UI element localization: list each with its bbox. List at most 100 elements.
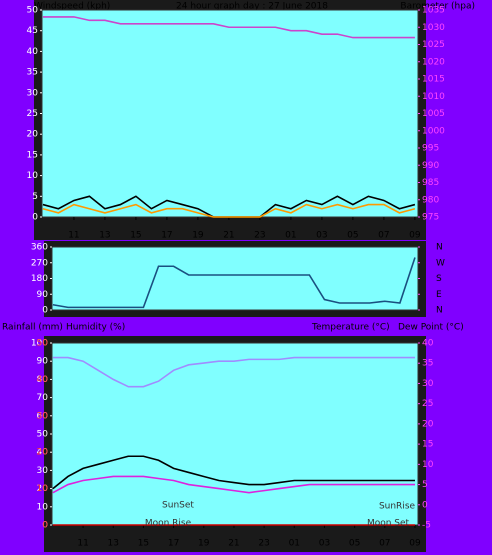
y2-tick-label: 1015 <box>422 75 445 85</box>
y-tick-label: 20 <box>37 484 49 494</box>
series-line <box>52 356 415 388</box>
y2-tick-label: 995 <box>422 144 439 154</box>
y-tick-label: 15 <box>27 150 38 160</box>
y-tick-label: 30 <box>37 466 49 476</box>
x-tick-label: 03 <box>316 231 327 241</box>
y-label: Windspeed (kph) <box>34 2 110 12</box>
x-tick-label: 19 <box>192 231 204 241</box>
series-line <box>52 475 415 494</box>
y2-tick-label: 0 <box>422 500 428 510</box>
y3-tick-label: 50 <box>37 339 49 349</box>
y2-tick-label: 10 <box>422 460 434 470</box>
y2-tick-label: 5 <box>422 480 428 490</box>
x-tick-label: 07 <box>379 539 390 549</box>
series-line <box>52 455 415 490</box>
y3-tick-label: 10 <box>37 484 49 494</box>
x-tick-label: 17 <box>161 231 172 241</box>
y2-tick-label: 15 <box>422 440 433 450</box>
x-tick-label: 05 <box>347 231 358 241</box>
y2-label: Temperature (°C) <box>311 323 390 333</box>
y-tick-label: 35 <box>27 68 38 78</box>
y2-label: Barometer (hpa) <box>400 2 475 12</box>
y2-tick-label: 30 <box>422 379 434 389</box>
y-tick-label: 60 <box>37 411 49 421</box>
series-line <box>42 203 416 218</box>
x-tick-label: 21 <box>228 539 239 549</box>
annotation: Moon Set <box>367 519 410 529</box>
y-tick-label: 20 <box>27 130 39 140</box>
y2-tick-label: 985 <box>422 178 439 188</box>
y2-tick-label: 1020 <box>422 57 445 67</box>
annotation: Moon Rise <box>145 519 192 529</box>
y2-tick-label: 20 <box>422 419 434 429</box>
y3-label: Rainfall (mm) <box>2 323 63 333</box>
y-tick-label: 40 <box>37 448 49 458</box>
x-tick-label: 11 <box>68 231 79 241</box>
y-tick-label: 25 <box>27 109 38 119</box>
x-tick-label: 23 <box>258 539 269 549</box>
y-tick-label: 30 <box>27 88 39 98</box>
x-tick-label: 01 <box>285 231 296 241</box>
y2-tick-label: 25 <box>422 399 433 409</box>
y3-tick-label: 30 <box>37 411 49 421</box>
y-tick-label: 90 <box>37 357 49 367</box>
y2-tick-label: W <box>436 258 445 268</box>
y2-tick-label: 1000 <box>422 126 445 136</box>
y2-tick-label: S <box>436 274 442 284</box>
x-tick-label: 01 <box>289 539 300 549</box>
y2-tick-label: 40 <box>422 339 434 349</box>
x-tick-label: 19 <box>198 539 210 549</box>
y-tick-label: 360 <box>31 243 48 253</box>
y-tick-label: 45 <box>27 26 38 36</box>
x-tick-label: 15 <box>130 231 141 241</box>
y2-tick-label: N <box>436 243 443 253</box>
annotation: SunRise <box>379 502 416 512</box>
x-tick-label: 09 <box>409 539 421 549</box>
series-line <box>42 16 415 39</box>
y2-tick-label: N <box>436 306 443 316</box>
y2-tick-label: 1035 <box>422 6 445 16</box>
y2-tick-label: 1005 <box>422 109 445 119</box>
y2-tick-label: 35 <box>422 359 433 369</box>
chart-title: 24 hour graph day : 27 June 2018 <box>176 2 328 12</box>
annotation: SunSet <box>162 501 194 511</box>
x-tick-label: 13 <box>108 539 119 549</box>
y2-tick-label: -5 <box>422 521 431 531</box>
x-tick-label: 15 <box>138 539 149 549</box>
y-tick-label: 80 <box>37 375 49 385</box>
y-tick-label: 0 <box>32 213 38 223</box>
x-tick-label: 23 <box>254 231 265 241</box>
y-tick-label: 40 <box>27 47 39 57</box>
y-tick-label: 5 <box>32 192 38 202</box>
y2-label: Dew Point (°C) <box>398 323 464 333</box>
y-tick-label: 10 <box>37 502 49 512</box>
y-tick-label: 10 <box>27 171 39 181</box>
y-tick-label: 0 <box>42 306 48 316</box>
y2-tick-label: 1010 <box>422 92 445 102</box>
x-tick-label: 11 <box>77 539 88 549</box>
x-tick-label: 05 <box>349 539 360 549</box>
x-tick-label: 21 <box>223 231 234 241</box>
x-tick-label: 03 <box>319 539 330 549</box>
y-label: Humidity (%) <box>66 323 125 333</box>
y2-tick-label: 975 <box>422 213 439 223</box>
y2-tick-label: 1030 <box>422 23 445 33</box>
y2-tick-label: 990 <box>422 161 439 171</box>
x-tick-label: 13 <box>99 231 110 241</box>
y2-tick-label: 1025 <box>422 40 445 50</box>
plot-area <box>51 246 419 311</box>
y-tick-label: 180 <box>31 274 48 284</box>
x-tick-label: 07 <box>378 231 389 241</box>
y-tick-label: 50 <box>27 6 39 16</box>
y-tick-label: 100 <box>31 339 48 349</box>
x-tick-label: 17 <box>168 539 179 549</box>
series-line <box>52 257 416 309</box>
y2-tick-label: E <box>436 290 442 300</box>
y3-tick-label: 20 <box>37 448 49 458</box>
plot-area <box>41 9 419 218</box>
y-tick-label: 70 <box>37 393 49 403</box>
y3-tick-label: 0 <box>42 521 48 531</box>
y-tick-label: 270 <box>31 258 48 268</box>
